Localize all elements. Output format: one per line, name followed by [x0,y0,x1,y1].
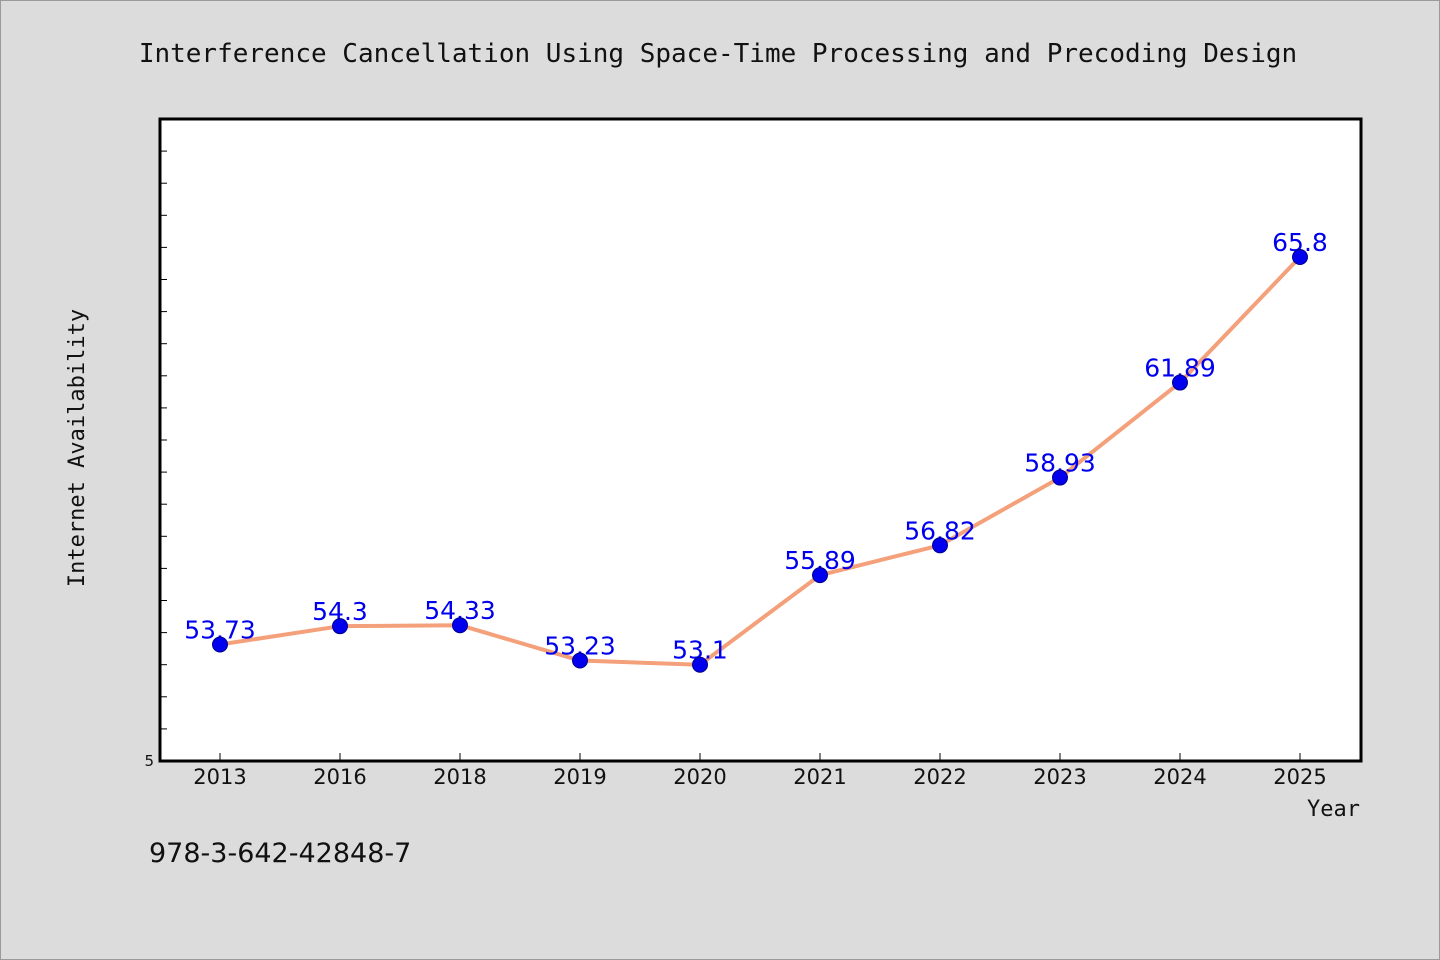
y-axis-ticks: 5 [144,150,167,770]
data-point [572,652,588,669]
x-tick-label: 2025 [1273,765,1326,789]
data-point [212,636,228,653]
data-point [812,567,828,584]
x-tick-label: 2021 [793,765,846,789]
y-tick-label: 5 [144,752,154,770]
x-axis-ticks: 2013 2016 2018 2019 2020 2021 2022 2023 2024 2025 [193,753,1327,789]
x-tick-label: 2019 [553,765,606,789]
data-point [1292,249,1308,266]
data-point [452,617,468,634]
data-point [1172,374,1188,391]
x-tick-label: 2022 [913,765,966,789]
y-axis-label: Internet Availability [65,309,90,587]
chart-title: Interference Cancellation Using Space-Ti… [139,39,1297,69]
series-line [218,255,1302,667]
data-point [932,537,948,554]
x-tick-label: 2018 [433,765,486,789]
plot-area [158,117,1363,763]
x-tick-label: 2023 [1033,765,1086,789]
x-tick-label: 2013 [193,765,246,789]
x-tick-label: 2024 [1153,765,1206,789]
data-point [692,656,708,673]
x-tick-label: 2016 [313,765,366,789]
x-axis-label: Year [1307,797,1360,822]
isbn-footer: 978-3-642-42848-7 [149,838,411,869]
data-point [1052,469,1068,486]
data-point [332,618,348,635]
x-tick-label: 2020 [673,765,726,789]
